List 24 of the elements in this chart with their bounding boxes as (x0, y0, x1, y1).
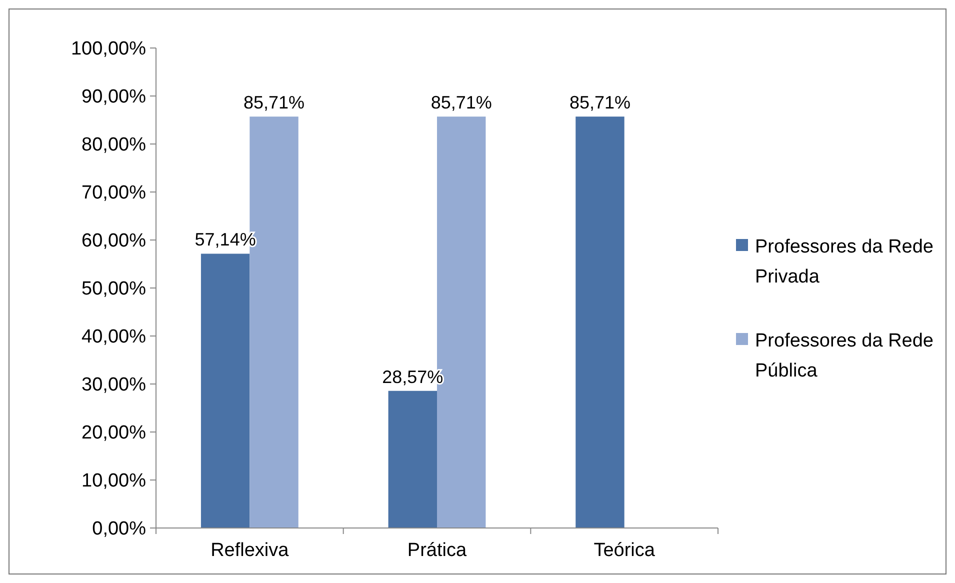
bar (576, 116, 624, 528)
bar (388, 390, 437, 528)
y-tick-label: 60,00% (82, 230, 146, 252)
x-tick-label: Prática (407, 540, 467, 561)
x-tick-label: Reflexiva (210, 540, 290, 561)
y-tick-label: 20,00% (82, 422, 146, 444)
y-tick-label: 80,00% (82, 134, 146, 156)
legend-label: Professores da Rede Privada (755, 236, 934, 288)
data-label: 85,71% (430, 92, 492, 113)
y-tick-label: 70,00% (82, 182, 146, 204)
legend-label: Professores da Rede Pública (755, 330, 934, 382)
x-tick-label: Teórica (594, 540, 656, 561)
y-tick-label: 100,00% (70, 38, 146, 60)
y-tick-label: 50,00% (82, 278, 146, 300)
y-tick-label: 10,00% (82, 470, 146, 492)
data-label: 85,71% (569, 92, 631, 113)
data-label: 28,57% (382, 366, 444, 387)
y-tick-label: 40,00% (82, 326, 146, 348)
data-label: 85,71% (243, 92, 305, 113)
bar (200, 254, 250, 528)
y-tick-label: 30,00% (82, 374, 146, 396)
y-tick-label: 90,00% (82, 86, 146, 108)
y-tick-label: 0,00% (92, 518, 146, 540)
data-label: 57,14% (194, 230, 256, 250)
